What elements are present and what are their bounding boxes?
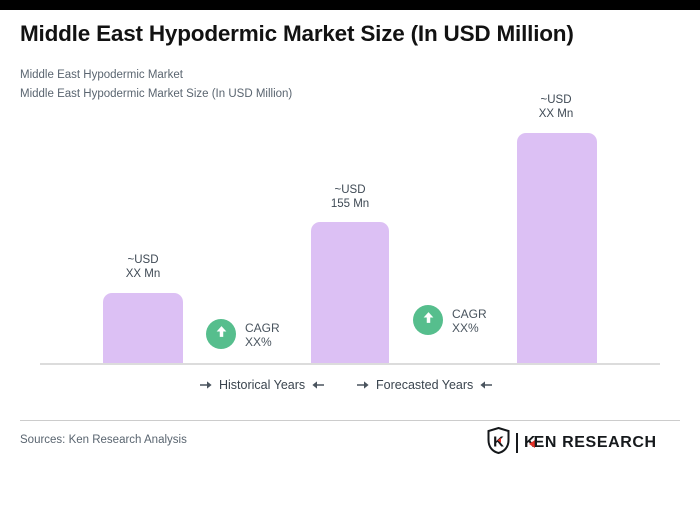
logo-wordmark: K EN RESEARCH [524, 434, 657, 452]
period-label-historical-text: Historical Years [219, 378, 306, 392]
bar-value-label-3-line1: ~USD [540, 94, 572, 106]
cagr-text-historical: CAGR XX% [245, 321, 280, 349]
period-label-forecasted-text: Forecasted Years [376, 378, 474, 392]
page-title: Middle East Hypodermic Market Size (In U… [20, 21, 574, 46]
ken-research-logo: K K EN RESEARCH [487, 426, 657, 459]
bar-value-label-1-line1: ~USD [127, 254, 159, 266]
right-arrow-icon [356, 380, 369, 390]
ken-shield-icon: K [487, 426, 510, 459]
left-arrow-icon [480, 380, 493, 390]
logo-separator [516, 433, 518, 453]
svg-text:K: K [493, 434, 504, 451]
x-axis-baseline [40, 363, 660, 365]
bar-base-year [311, 222, 389, 364]
bar-value-label-2-line1: ~USD [334, 184, 366, 196]
cagr-text-forecast: CAGR XX% [452, 307, 487, 335]
period-label-historical: Historical Years [199, 378, 325, 392]
chart-subtitle: Middle East Hypodermic Market Middle Eas… [20, 66, 292, 103]
cagr-badge-circle-forecast [413, 305, 443, 335]
bar-value-label-2: ~USD 155 Mn [290, 183, 410, 211]
bar-value-label-2-line2: 155 Mn [330, 198, 370, 210]
chart-subtitle-line2: Middle East Hypodermic Market Size (In U… [20, 87, 293, 100]
up-arrow-icon [422, 311, 435, 329]
bar-value-label-3-line2: XX Mn [538, 108, 574, 120]
chart-subtitle-line1: Middle East Hypodermic Market [20, 69, 183, 81]
sources-text: Sources: Ken Research Analysis [20, 434, 187, 446]
bar-historical [103, 293, 183, 364]
logo-wordmark-rest: EN RESEARCH [533, 434, 657, 451]
cagr-value-forecast: XX% [452, 321, 479, 335]
bar-value-label-1: ~USD XX Mn [83, 253, 203, 281]
bar-forecast [517, 133, 597, 364]
top-black-bar [0, 0, 700, 10]
footer-divider [20, 420, 680, 421]
up-arrow-icon [215, 325, 228, 343]
cagr-badge-circle-historical [206, 319, 236, 349]
logo-red-triangle-icon [528, 439, 535, 448]
left-arrow-icon [312, 380, 325, 390]
cagr-value-historical: XX% [245, 335, 272, 349]
bar-value-label-1-line2: XX Mn [125, 268, 161, 280]
cagr-label-forecast: CAGR [452, 307, 487, 321]
cagr-label-historical: CAGR [245, 321, 280, 335]
bar-value-label-3: ~USD XX Mn [496, 93, 616, 121]
period-label-forecasted: Forecasted Years [356, 378, 493, 392]
right-arrow-icon [199, 380, 212, 390]
